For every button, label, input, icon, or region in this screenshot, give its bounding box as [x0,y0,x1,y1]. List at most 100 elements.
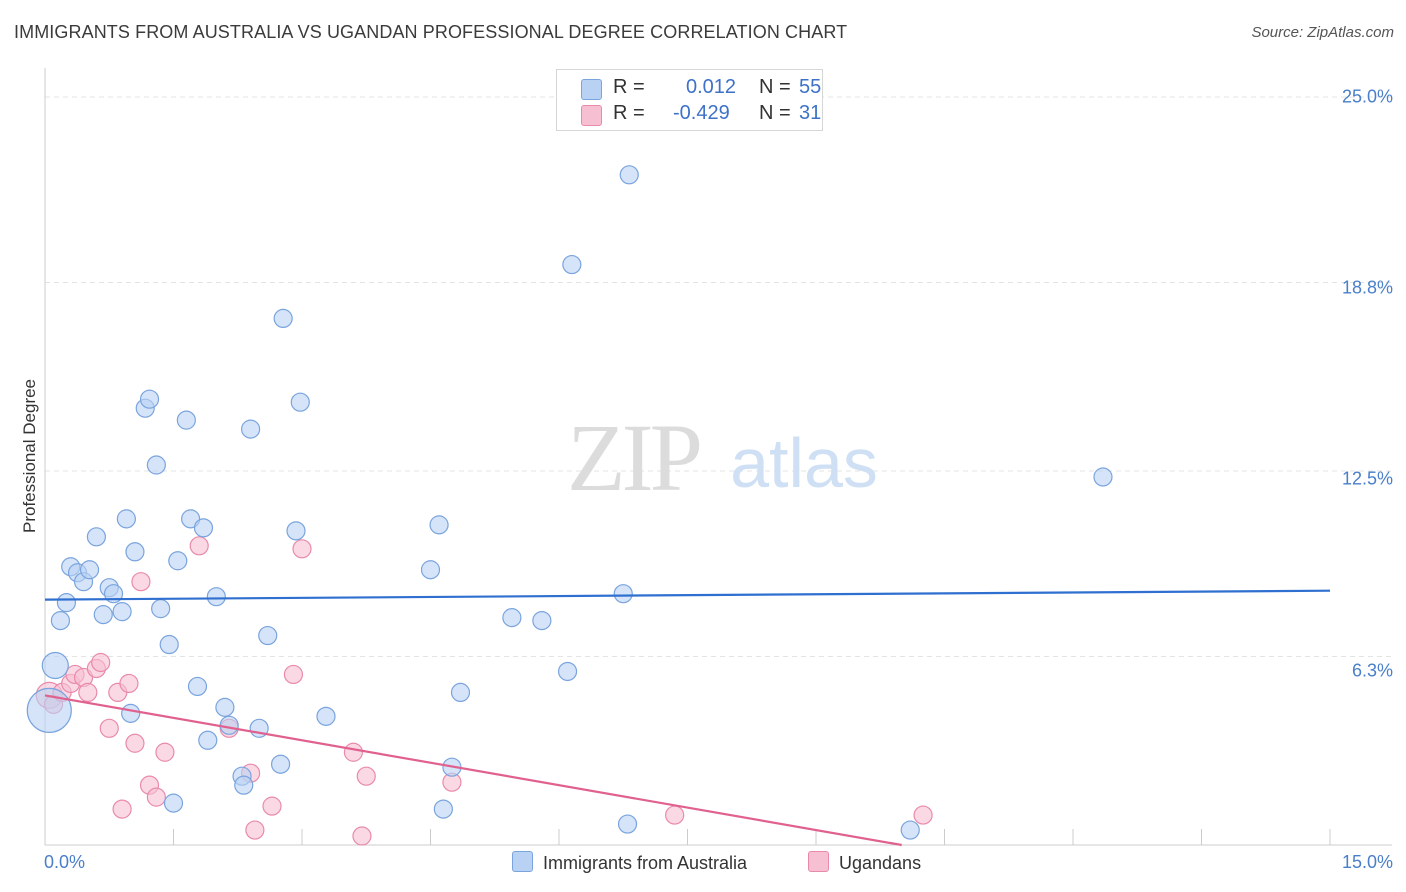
ugandans-point [99,718,119,738]
australia-point [234,775,254,795]
australia-point [613,584,633,604]
australia-point [532,610,552,631]
legend-r-value: -0.429 [673,102,730,124]
australia-point [1093,467,1113,487]
legend-n-value: 55 [799,76,822,98]
australia-point [420,560,441,580]
ugandans-point [356,766,376,786]
axes [44,68,1392,846]
australia-point [168,551,188,571]
australia-point [433,799,453,819]
legend-swatch-pink [808,851,829,872]
chart-title: IMMIGRANTS FROM AUSTRALIA VS UGANDAN PRO… [14,22,848,42]
ugandans-point [352,826,372,846]
correlation-legend: R = 0.012 N = 55 R = -0.429 N = 31 [556,69,823,131]
australia-point [286,521,306,541]
australia-point [112,602,132,622]
gridlines [45,96,1392,658]
ugandans-point [131,572,151,592]
legend-swatch-blue [581,79,602,100]
watermark-zip: ZIP [567,404,700,511]
series-australia [26,165,1113,840]
ugandans-point [112,799,132,819]
australia-point [146,455,166,475]
x-tick-label: 15.0% [1341,852,1393,872]
legend-r-label: R = [613,76,645,98]
australia-point [273,308,293,329]
ugandans-point [343,742,363,762]
trend-lines [44,589,1331,847]
ugandans-trend-line [44,694,902,847]
australia-point [139,389,160,409]
ugandans-point [119,673,139,694]
ugandans-point [91,652,111,673]
legend-item-ugandans: Ugandans [808,851,921,874]
legend-swatch-blue [512,851,533,872]
australia-point [121,703,141,723]
australia-point [151,599,171,619]
y-axis-label: Professional Degree [20,378,39,534]
australia-point [215,697,235,717]
australia-point [429,515,449,535]
ugandans-point [665,805,685,825]
legend-swatch-pink [581,105,602,126]
australia-point [50,610,71,631]
ugandans-point [189,536,209,556]
australia-point [116,509,136,529]
australia-point [258,625,278,646]
y-tick-label: 12.5% [1341,468,1393,489]
australia-point [290,392,310,412]
australia-point [241,419,261,439]
ugandans-point [262,796,282,816]
legend-label: Ugandans [839,853,922,873]
y-tick-label: 18.8% [1341,277,1393,298]
australia-point [316,706,336,726]
watermark-atlas: atlas [730,424,878,502]
watermark: ZIP atlas [567,404,878,511]
australia-point [557,661,578,682]
source-credit: Source: ZipAtlas.com [1251,24,1394,41]
australia-point [900,820,920,840]
australia-point [198,730,218,750]
ugandans-point [245,820,265,840]
australia-point [619,165,639,185]
australia-point [163,793,184,813]
australia-point [450,682,471,703]
legend-n-label: N = [759,76,791,98]
australia-point [187,676,208,697]
ugandans-point [913,805,933,825]
australia-trend-line [44,589,1331,601]
australia-point [176,410,196,430]
y-tick-label: 6.3% [1351,660,1393,681]
australia-point [41,651,69,680]
australia-point [206,587,226,607]
australia-point [159,634,179,655]
australia-point [79,560,100,580]
australia-point [93,605,113,625]
ugandans-point [125,733,145,753]
ugandans-point [155,742,175,762]
ugandans-point [283,664,304,685]
legend-n-label: N = [759,102,791,124]
australia-point [86,527,107,547]
legend-label: Immigrants from Australia [543,853,748,873]
ugandans-point [146,787,166,807]
y-tick-label: 25.0% [1341,86,1393,107]
australia-point [502,608,522,628]
ugandans-point [78,682,98,703]
australia-point [270,754,291,774]
ugandans-point [292,539,312,559]
legend-r-label: R = [613,102,645,124]
australia-point [617,814,638,834]
australia-point [26,687,72,733]
australia-point [562,254,582,275]
australia-point [219,715,239,735]
legend-r-value: 0.012 [686,76,737,98]
legend-n-value: 31 [799,102,822,124]
legend-item-australia: Immigrants from Australia [512,851,747,874]
australia-point [193,518,214,538]
australia-point [56,593,77,613]
australia-point [125,542,145,562]
x-tick-label: 0.0% [44,852,86,872]
